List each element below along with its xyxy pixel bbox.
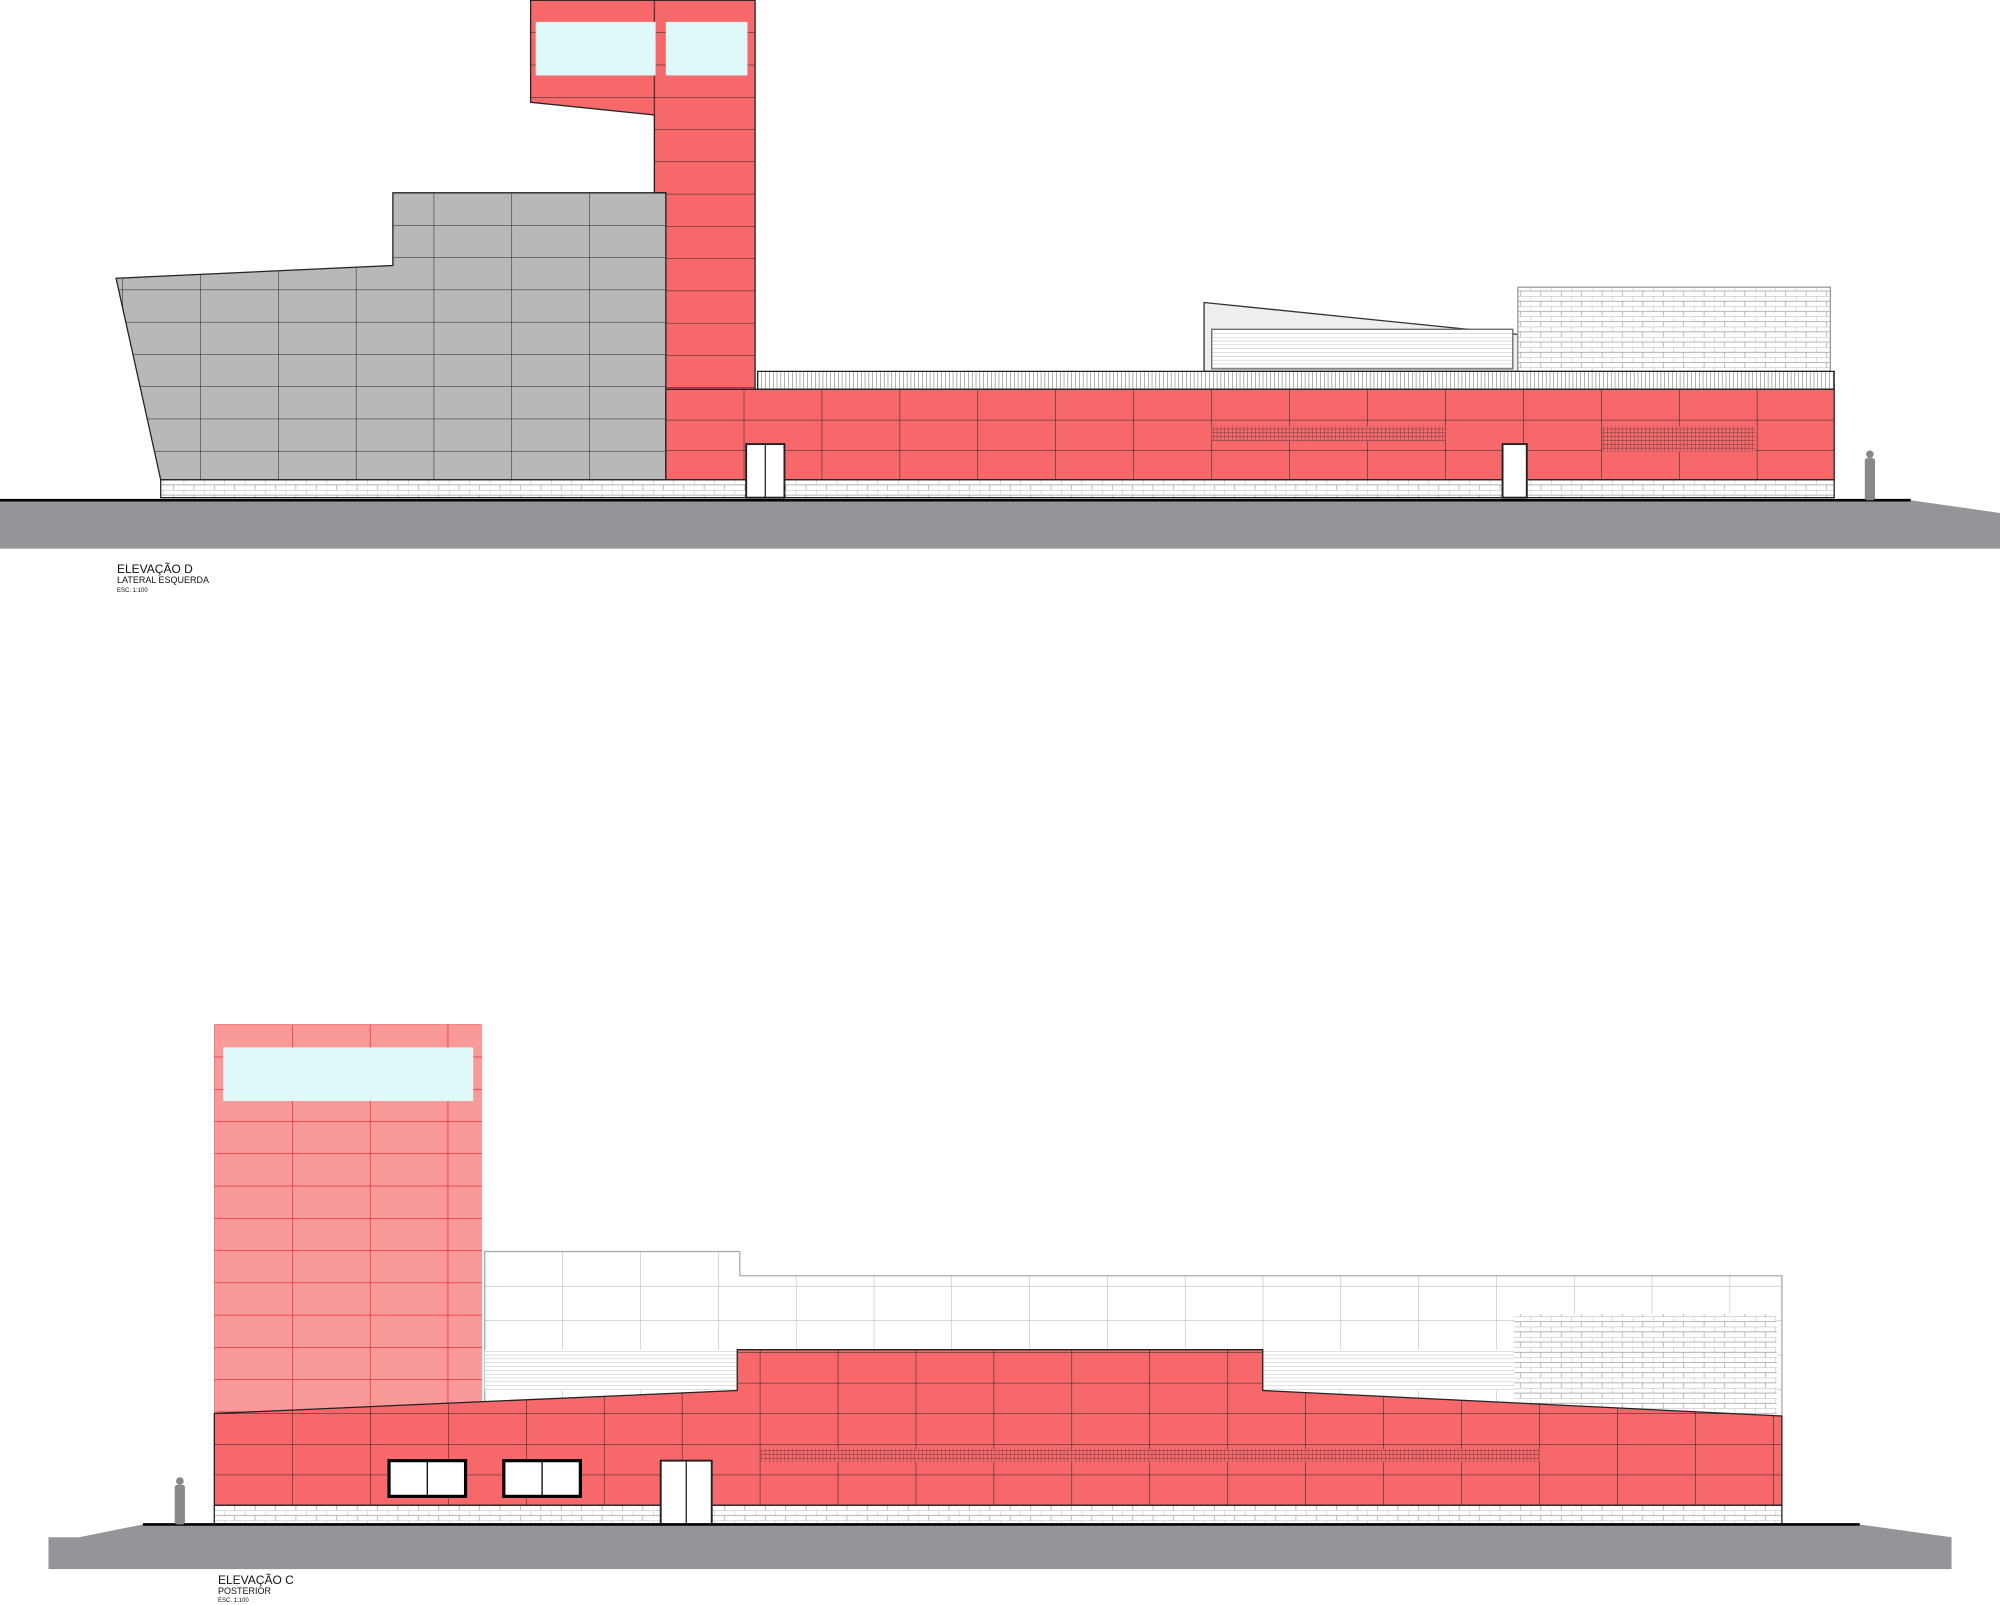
plinth (160, 479, 1835, 499)
elevation-c (48, 1024, 1952, 1570)
drawing-scale: ESC. 1:100 (218, 1598, 249, 1604)
tower-window (665, 21, 748, 76)
tower-window (535, 21, 656, 76)
vent-grille (1211, 426, 1446, 442)
drawing-scale: ESC. 1:100 (117, 588, 148, 594)
drawing-subtitle: POSTERIOR (218, 1586, 272, 1596)
louvre (484, 1349, 738, 1391)
light-volume-window (1211, 328, 1514, 370)
plinth (213, 1504, 1783, 1526)
ground (48, 1524, 1952, 1570)
drawing-title: ELEVAÇÃO D (117, 562, 193, 576)
drawing-subtitle: LATERAL ESQUERDA (117, 575, 210, 585)
person-figure-icon (1864, 450, 1875, 501)
vent-grille (1602, 426, 1756, 452)
brick-volume (1514, 1313, 1777, 1417)
brick-volume (1517, 286, 1831, 373)
vent-grille (761, 1449, 1540, 1462)
elevation-d (0, 0, 2000, 549)
ground (0, 500, 2000, 549)
door (1501, 443, 1528, 499)
grey-volume (115, 192, 667, 481)
person-figure-icon (174, 1477, 185, 1525)
tower-window (223, 1047, 474, 1101)
louvre (1262, 1349, 1515, 1391)
roof-edge (757, 370, 1835, 390)
drawing-title: ELEVAÇÃO C (218, 1573, 294, 1587)
